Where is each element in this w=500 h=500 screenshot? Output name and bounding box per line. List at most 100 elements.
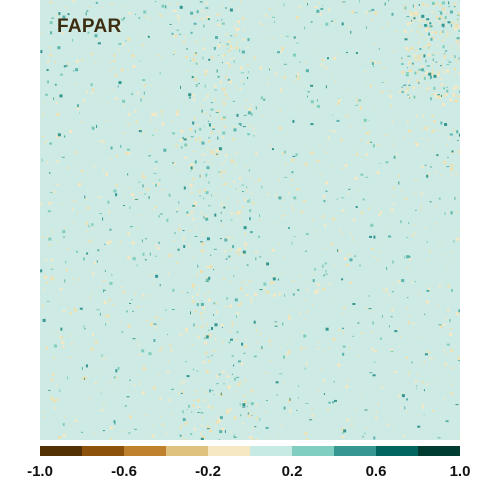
map-speckle [279,89,282,93]
map-speckle [193,400,196,401]
map-speckle [117,85,119,88]
map-speckle [312,273,315,275]
map-speckle [203,363,205,365]
map-speckle [44,141,45,144]
map-speckle [298,397,299,399]
map-speckle [180,392,183,394]
map-speckle [403,29,407,33]
map-speckle [434,13,437,15]
map-speckle [173,162,176,166]
map-speckle [221,100,223,101]
map-speckle [381,243,383,245]
map-speckle [427,287,430,291]
map-speckle [81,58,84,61]
map-speckle [141,172,144,175]
map-speckle [157,182,160,186]
map-speckle [67,63,69,67]
map-speckle [454,67,456,71]
map-speckle [233,0,235,2]
map-speckle [155,316,159,319]
map-speckle [458,230,460,232]
map-speckle [249,109,251,112]
map-speckle [451,24,452,28]
map-speckle [268,77,270,80]
map-speckle [313,115,315,117]
map-speckle [431,147,433,151]
map-speckle [359,264,361,267]
map-speckle [53,344,57,348]
map-speckle [41,102,44,104]
map-speckle [238,247,241,251]
map-speckle [193,117,196,120]
map-speckle [449,333,452,336]
map-speckle [202,56,204,60]
map-speckle [235,85,237,89]
map-speckle [234,391,236,393]
map-speckle [215,337,217,341]
map-speckle [420,204,422,208]
map-speckle [307,3,308,6]
map-speckle [160,57,163,59]
map-speckle [65,260,67,264]
map-speckle [270,66,272,69]
map-speckle [305,347,307,351]
map-speckle [430,97,432,101]
map-speckle [78,183,82,186]
map-speckle [75,59,79,63]
map-speckle [214,84,217,88]
map-speckle [48,243,51,246]
map-speckle [336,143,338,145]
map-speckle [237,20,241,24]
map-speckle [239,49,241,53]
map-speckle [205,217,209,221]
map-speckle [247,38,250,42]
map-speckle [124,404,127,407]
map-speckle [191,296,194,299]
map-speckle [362,435,364,438]
map-speckle [157,247,161,250]
map-speckle [373,256,377,258]
map-speckle [439,78,443,80]
map-speckle [75,163,77,165]
map-speckle [204,69,208,73]
map-speckle [414,11,417,14]
map-speckle [225,153,228,157]
map-speckle [341,428,345,432]
map-speckle [255,257,257,261]
map-speckle [316,104,320,108]
map-speckle [431,379,433,381]
map-speckle [59,301,61,302]
map-speckle [222,116,226,119]
map-speckle [237,170,239,172]
map-speckle [382,315,383,318]
map-speckle [47,210,51,213]
map-speckle [455,404,459,406]
map-speckle [398,175,401,177]
map-speckle [127,389,129,391]
map-speckle [168,398,171,402]
map-speckle [173,35,176,37]
map-speckle [47,47,50,49]
map-speckle [443,93,446,97]
map-speckle [113,376,116,379]
map-speckle [278,3,280,5]
map-speckle [431,37,435,39]
map-speckle [431,54,435,56]
map-speckle [408,84,411,86]
map-speckle [279,109,281,113]
map-speckle [85,221,88,225]
map-speckle [254,292,257,296]
map-speckle [178,391,180,395]
map-speckle [214,89,218,91]
map-speckle [188,70,191,72]
map-speckle [244,345,248,348]
map-speckle [286,344,288,346]
map-speckle [292,208,294,212]
map-speckle [374,350,377,353]
map-speckle [196,10,199,14]
map-speckle [437,87,438,89]
map-speckle [352,303,356,305]
map-speckle [141,96,145,98]
map-speckle [446,13,449,14]
map-speckle [70,334,72,337]
